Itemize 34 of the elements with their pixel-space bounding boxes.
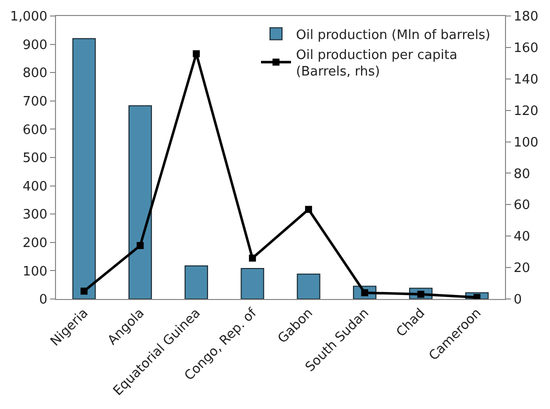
point <box>136 242 144 250</box>
y2-tick-label: 80 <box>514 166 530 182</box>
y2-tick-label: 120 <box>514 104 538 119</box>
bar <box>72 38 96 299</box>
point <box>80 288 88 295</box>
y-tick-label: 300 <box>22 208 48 223</box>
y-tick-label: 400 <box>22 179 48 194</box>
y-tick-label: 900 <box>22 38 48 53</box>
y-tick-label: 700 <box>22 94 48 110</box>
y2-tick-label: 180 <box>514 10 538 25</box>
y-tick-label: 200 <box>22 236 48 251</box>
point <box>305 206 312 213</box>
y-tick-label: 100 <box>22 264 48 280</box>
y-tick-label: 500 <box>22 151 48 166</box>
point <box>473 294 480 299</box>
bar <box>128 105 152 299</box>
y2-tick-label: 40 <box>514 230 530 245</box>
bar <box>296 274 320 299</box>
legend-label: Oil production per capita (Barrels, rhs) <box>296 48 458 80</box>
y-tick-label: 800 <box>22 66 48 82</box>
y-tick-label: 1,000 <box>10 10 48 25</box>
legend-label: Oil production (Mln of barrels) <box>296 28 490 43</box>
bar <box>184 265 208 299</box>
y2-tick-label: 100 <box>514 135 538 150</box>
y2-tick-label: 20 <box>514 261 530 276</box>
y2-tick-label: 0 <box>514 292 522 308</box>
y-tick-label: 600 <box>22 122 48 138</box>
y2-tick-label: 160 <box>514 40 538 56</box>
y2-tick-label: 60 <box>514 198 530 214</box>
y2-tick-label: 140 <box>514 72 538 88</box>
y-tick-label: 0 <box>39 292 48 308</box>
bar <box>240 268 264 299</box>
point <box>248 254 256 262</box>
point <box>192 50 200 58</box>
